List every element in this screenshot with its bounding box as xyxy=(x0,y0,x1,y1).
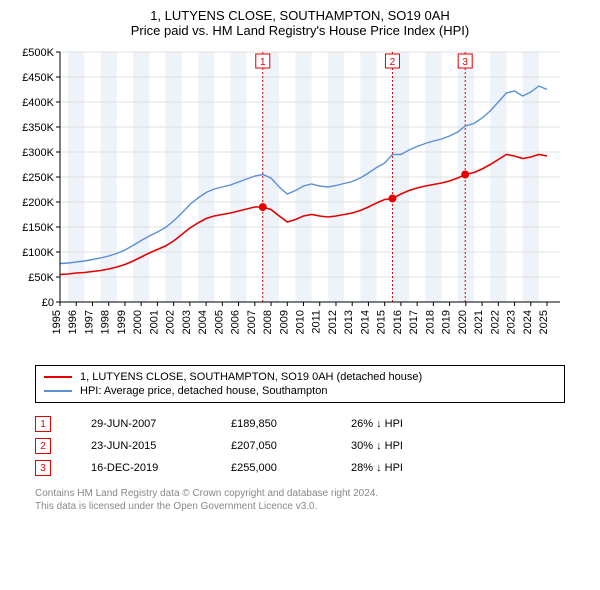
marker-date: 16-DEC-2019 xyxy=(91,462,191,474)
marker-diff: 30% ↓ HPI xyxy=(351,440,451,452)
marker-price: £189,850 xyxy=(231,418,311,430)
x-tick-label: 2012 xyxy=(327,310,339,334)
x-tick-label: 2009 xyxy=(278,310,290,334)
x-tick-label: 2010 xyxy=(295,310,307,334)
chart-area: £0 £50K £100K £150K £200K £250K £300K £350K £400… xyxy=(10,42,590,357)
legend-box: 1, LUTYENS CLOSE, SOUTHAMPTON, SO19 0AH … xyxy=(35,365,565,403)
x-tick-label: 2004 xyxy=(197,310,209,334)
marker-diff: 28% ↓ HPI xyxy=(351,462,451,474)
y-tick-label: £150K xyxy=(22,222,54,234)
y-tick-label: £100K xyxy=(22,247,54,259)
marker-number-box: 1 xyxy=(35,416,51,432)
chart-svg: £0 £50K £100K £150K £200K £250K £300K £350K £400… xyxy=(10,42,570,352)
x-tick-label: 2002 xyxy=(165,310,177,334)
marker-dot xyxy=(461,171,469,179)
x-tick-label: 2013 xyxy=(343,310,355,334)
x-tick-label: 2023 xyxy=(506,310,518,334)
chart-subtitle: Price paid vs. HM Land Registry's House … xyxy=(0,23,600,42)
legend-label: 1, LUTYENS CLOSE, SOUTHAMPTON, SO19 0AH … xyxy=(80,371,422,383)
x-tick-label: 2022 xyxy=(489,310,501,334)
chart-container: 1, LUTYENS CLOSE, SOUTHAMPTON, SO19 0AH … xyxy=(0,0,600,513)
marker-number-box: 2 xyxy=(35,438,51,454)
marker-price: £255,000 xyxy=(231,462,311,474)
x-tick-label: 2003 xyxy=(181,310,193,334)
y-tick-label: £500K xyxy=(22,47,54,59)
marker-dot xyxy=(388,194,396,202)
x-tick-label: 2011 xyxy=(311,310,323,334)
x-tick-label: 2019 xyxy=(441,310,453,334)
x-tick-label: 2005 xyxy=(213,310,225,334)
marker-dot xyxy=(259,203,267,211)
marker-date: 23-JUN-2015 xyxy=(91,440,191,452)
x-tick-label: 2014 xyxy=(359,310,371,334)
x-tick-label: 1997 xyxy=(83,310,95,334)
x-tick-label: 2016 xyxy=(392,310,404,334)
legend-row: 1, LUTYENS CLOSE, SOUTHAMPTON, SO19 0AH … xyxy=(44,370,556,384)
y-tick-label: £450K xyxy=(22,72,54,84)
y-tick-label: £350K xyxy=(22,122,54,134)
x-tick-label: 2017 xyxy=(408,310,420,334)
x-tick-label: 2008 xyxy=(262,310,274,334)
legend-swatch xyxy=(44,390,72,392)
markers-table: 1 29-JUN-2007 £189,850 26% ↓ HPI 2 23-JUN-201… xyxy=(35,413,565,479)
marker-flag: 3 xyxy=(462,57,468,68)
x-tick-label: 2018 xyxy=(424,310,436,334)
footer: Contains HM Land Registry data © Crown c… xyxy=(35,487,565,513)
marker-date: 29-JUN-2007 xyxy=(91,418,191,430)
marker-price: £207,050 xyxy=(231,440,311,452)
y-tick-label: £200K xyxy=(22,197,54,209)
x-tick-label: 2001 xyxy=(148,310,160,334)
x-tick-label: 1999 xyxy=(116,310,128,334)
x-tick-label: 2006 xyxy=(230,310,242,334)
y-tick-label: £250K xyxy=(22,172,54,184)
y-tick-label: £50K xyxy=(28,272,54,284)
x-tick-label: 2025 xyxy=(538,310,550,334)
legend-label: HPI: Average price, detached house, Sout… xyxy=(80,385,327,397)
marker-flag: 2 xyxy=(390,57,396,68)
chart-title: 1, LUTYENS CLOSE, SOUTHAMPTON, SO19 0AH xyxy=(0,0,600,23)
footer-line-2: This data is licensed under the Open Gov… xyxy=(35,500,565,513)
marker-flag: 1 xyxy=(260,57,266,68)
x-tick-label: 1998 xyxy=(100,310,112,334)
marker-row: 1 29-JUN-2007 £189,850 26% ↓ HPI xyxy=(35,413,565,435)
y-tick-label: £400K xyxy=(22,97,54,109)
footer-line-1: Contains HM Land Registry data © Crown c… xyxy=(35,487,565,500)
marker-number-box: 3 xyxy=(35,460,51,476)
marker-diff: 26% ↓ HPI xyxy=(351,418,451,430)
x-tick-label: 1995 xyxy=(51,310,63,334)
marker-row: 2 23-JUN-2015 £207,050 30% ↓ HPI xyxy=(35,435,565,457)
x-tick-label: 2021 xyxy=(473,310,485,334)
x-tick-label: 2000 xyxy=(132,310,144,334)
x-tick-label: 2007 xyxy=(246,310,258,334)
marker-row: 3 16-DEC-2019 £255,000 28% ↓ HPI xyxy=(35,457,565,479)
x-tick-label: 2024 xyxy=(522,310,534,334)
y-tick-label: £300K xyxy=(22,147,54,159)
x-tick-label: 2015 xyxy=(376,310,388,334)
y-tick-label: £0 xyxy=(42,297,54,309)
x-tick-label: 2020 xyxy=(457,310,469,334)
x-tick-label: 1996 xyxy=(67,310,79,334)
legend-swatch xyxy=(44,376,72,378)
legend-row: HPI: Average price, detached house, Sout… xyxy=(44,384,556,398)
